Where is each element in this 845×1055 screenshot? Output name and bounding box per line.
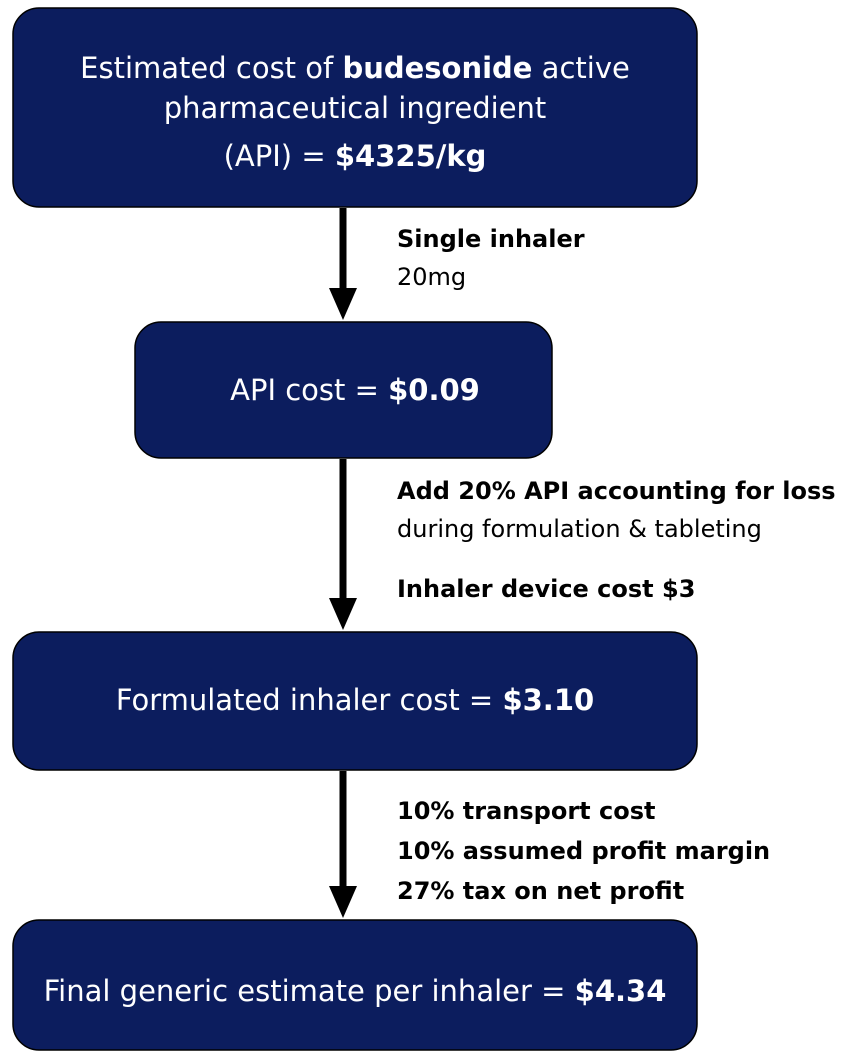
arrow	[329, 771, 357, 918]
node-box	[12, 7, 698, 208]
text-segment: $4.34	[575, 974, 667, 1008]
node-box	[12, 919, 698, 1051]
arrow	[329, 208, 357, 320]
text-segment: pharmaceutical ingredient	[164, 91, 547, 125]
edge-text: Inhaler device cost $3	[397, 575, 695, 603]
text-segment: Inhaler device cost $3	[397, 575, 695, 603]
text-segment: 27% tax on net profit	[397, 877, 684, 905]
text-segment: $4325/kg	[335, 139, 487, 173]
text-segment: Single inhaler	[397, 225, 585, 253]
edge-text: 10% transport cost	[397, 797, 655, 825]
text-segment: $3.10	[502, 683, 594, 717]
text-segment: Formulated inhaler cost =	[116, 683, 503, 717]
node-text: API cost = $0.09	[230, 373, 480, 407]
edge-text: Single inhaler	[397, 225, 585, 253]
text-segment: Add 20% API accounting for loss	[397, 477, 836, 505]
edge-text: 20mg	[397, 263, 466, 291]
text-segment: $0.09	[388, 373, 480, 407]
node-box	[12, 631, 698, 771]
text-segment: budesonide	[342, 51, 532, 85]
text-segment: (API) =	[224, 139, 335, 173]
edge-text: during formulation & tableting	[397, 515, 762, 543]
arrow	[329, 459, 357, 630]
text-segment: active	[532, 51, 629, 85]
node-text: Estimated cost of budesonide active	[80, 51, 630, 85]
text-segment: 10% assumed profit margin	[397, 837, 770, 865]
edge-text: Add 20% API accounting for loss	[397, 477, 836, 505]
node-box	[134, 321, 553, 459]
text-segment: during formulation & tableting	[397, 515, 762, 543]
text-segment: 20mg	[397, 263, 466, 291]
edge-text: 10% assumed profit margin	[397, 837, 770, 865]
text-segment: 10% transport cost	[397, 797, 655, 825]
node-text: Final generic estimate per inhaler = $4.…	[44, 974, 667, 1008]
node-text: pharmaceutical ingredient	[164, 91, 547, 125]
text-segment: Estimated cost of	[80, 51, 342, 85]
text-segment: Final generic estimate per inhaler =	[44, 974, 575, 1008]
node-text: Formulated inhaler cost = $3.10	[116, 683, 594, 717]
node-text: (API) = $4325/kg	[224, 139, 487, 173]
edge-text: 27% tax on net profit	[397, 877, 684, 905]
text-segment: API cost =	[230, 373, 388, 407]
